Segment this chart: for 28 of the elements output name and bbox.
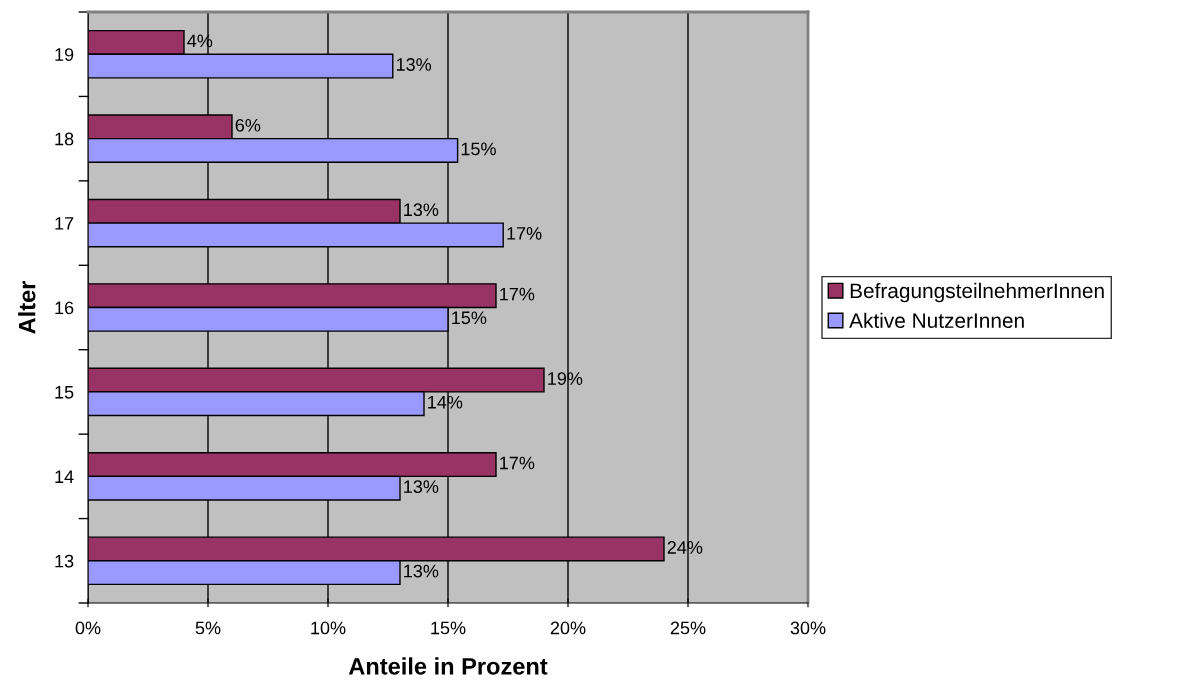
data-label: 13% (404, 203, 439, 217)
data-label: 13% (404, 480, 439, 494)
x-axis-title: Anteile in Prozent (348, 657, 548, 675)
data-label: 15% (452, 311, 487, 325)
y-tick-label: 18 (55, 132, 74, 146)
x-tick-label: 30% (790, 621, 826, 635)
data-label: 13% (404, 564, 439, 578)
y-tick-label: 14 (55, 470, 74, 483)
data-label: 17% (500, 456, 535, 470)
x-tick-label: 15% (431, 621, 466, 635)
x-tick-label: 5% (195, 621, 221, 635)
legend-label: BefragungsteilnehmerInnen (850, 282, 1104, 303)
y-tick-label: 13 (55, 554, 74, 568)
x-tick-label: 25% (670, 621, 706, 635)
data-label: 13% (396, 58, 432, 71)
data-label: 6% (235, 118, 261, 132)
data-label: 17% (500, 287, 535, 301)
legend-label: Aktive NutzerInnen (849, 312, 1024, 329)
x-tick-label: 0% (75, 621, 101, 635)
y-tick-label: 17 (55, 217, 74, 230)
y-tick-label: 19 (55, 48, 74, 61)
x-tick-label: 10% (311, 621, 346, 635)
data-label: 17% (507, 227, 542, 240)
x-tick-label: 20% (550, 621, 586, 635)
y-tick-label: 16 (55, 301, 74, 315)
data-label: 15% (461, 142, 496, 156)
y-axis-title: Alter (18, 280, 36, 334)
y-tick-label: 15 (55, 386, 74, 399)
